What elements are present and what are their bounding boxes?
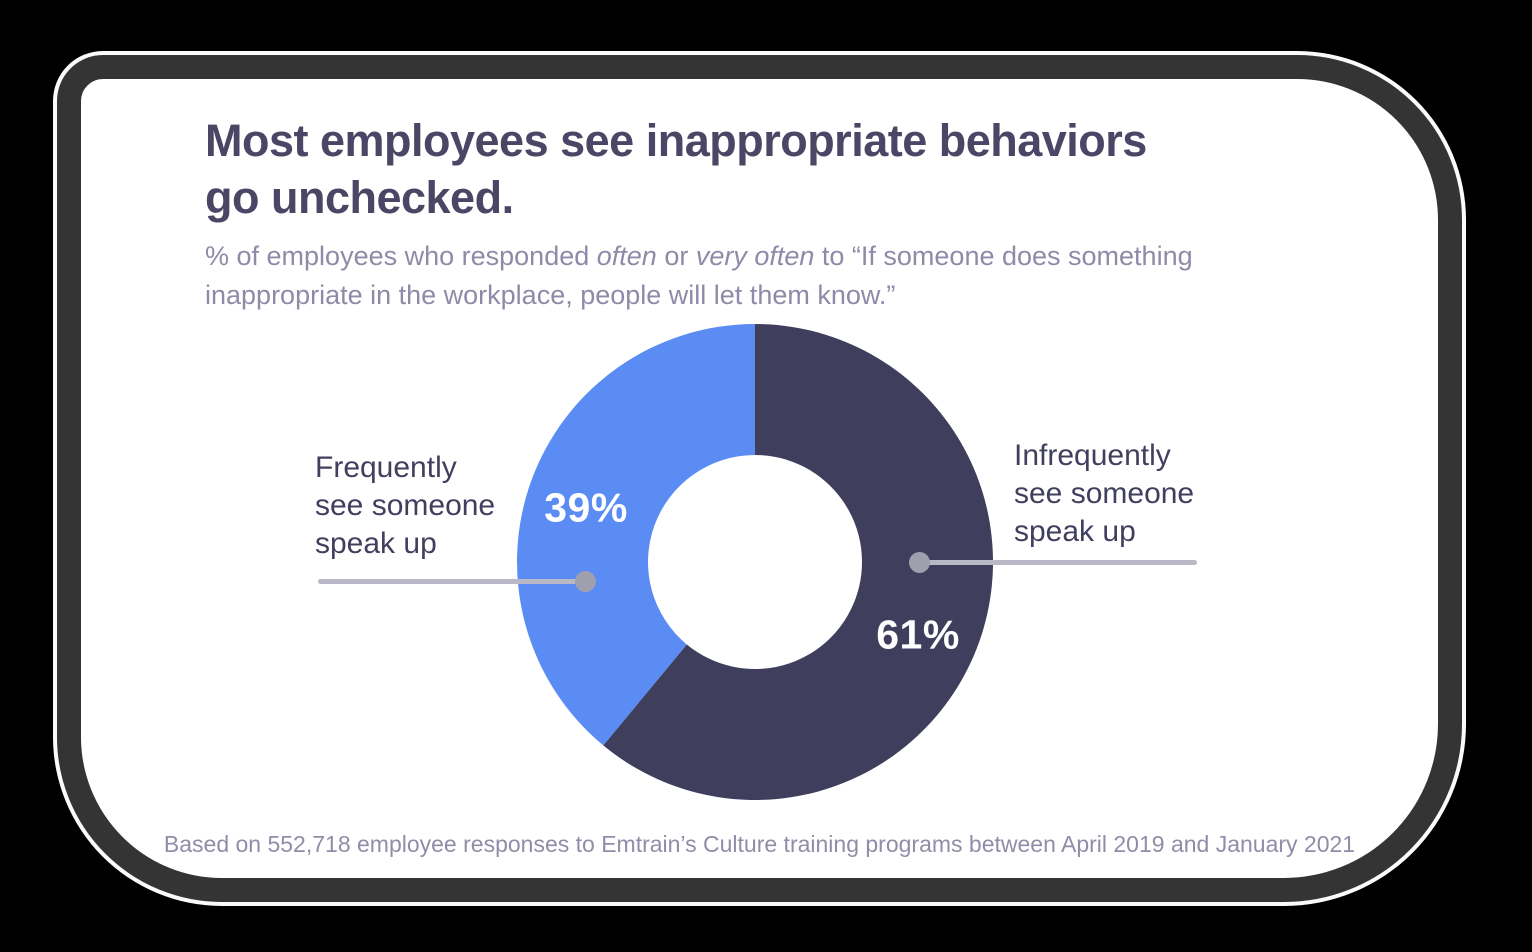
source-note: Based on 552,718 employee responses to E… xyxy=(163,831,1356,857)
leader-dot-infrequently xyxy=(909,552,930,573)
callout-label-infrequently: Infrequently see someone speak up xyxy=(1014,439,1195,548)
infographic-card: Most employees see inappropriate behavio… xyxy=(57,55,1462,902)
leader-dot-frequently xyxy=(575,571,596,592)
donut-slice-infrequently xyxy=(603,324,993,800)
subtitle-emphasis: often xyxy=(596,241,657,271)
value-label-frequently: 39% xyxy=(544,484,628,531)
callout-label-frequently: Frequently see someone speak up xyxy=(315,451,496,560)
card-canvas: Most employees see inappropriate behavio… xyxy=(81,79,1438,878)
leader-line-frequently xyxy=(318,579,586,584)
chart-subtitle: % of employees who responded often or ve… xyxy=(205,237,1193,315)
leader-line-infrequently xyxy=(919,560,1197,565)
chart-title: Most employees see inappropriate behavio… xyxy=(205,115,1147,223)
subtitle-text: inappropriate in the workplace, people w… xyxy=(205,280,896,310)
subtitle-text: or xyxy=(656,241,696,271)
subtitle-emphasis: very often xyxy=(695,241,815,271)
subtitle-text: % of employees who responded xyxy=(205,241,597,271)
value-label-infrequently: 61% xyxy=(876,611,960,658)
subtitle-text: to “If someone does something xyxy=(814,241,1193,271)
donut-slice-frequently xyxy=(517,324,755,746)
donut-chart xyxy=(517,324,993,800)
